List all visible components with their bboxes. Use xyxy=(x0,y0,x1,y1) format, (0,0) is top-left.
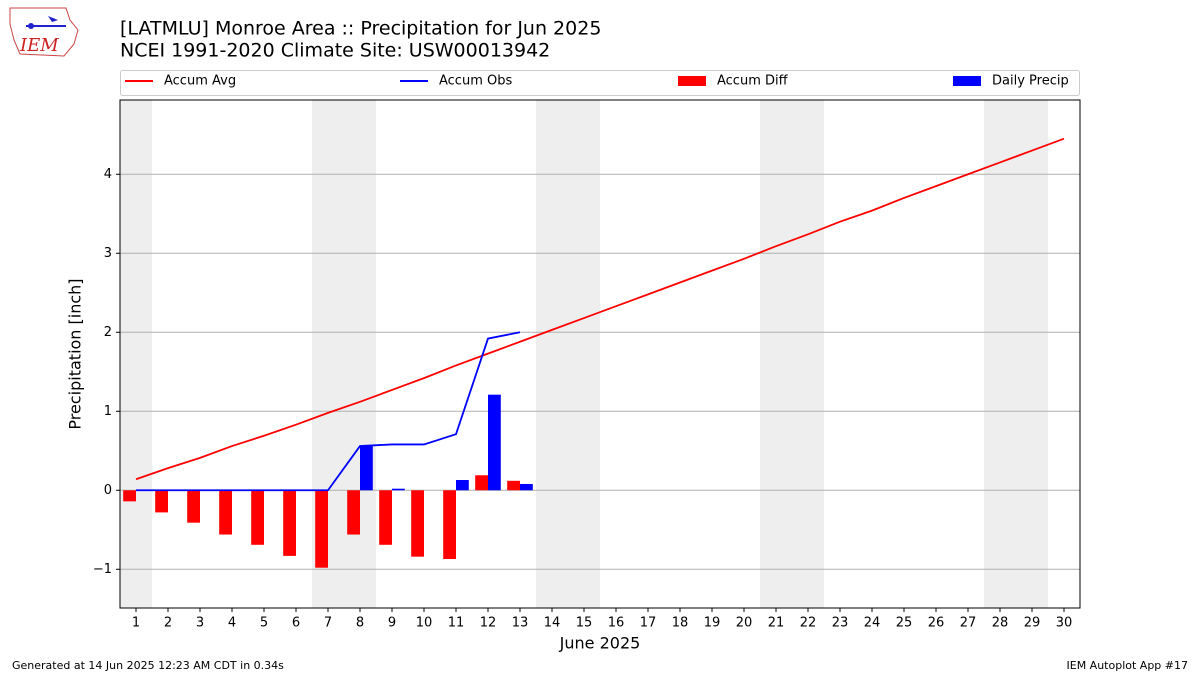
bar xyxy=(520,483,533,491)
x-tick-label: 15 xyxy=(576,616,593,631)
bar xyxy=(475,475,488,491)
logo-text: IEM xyxy=(19,35,59,56)
logo: IEM xyxy=(9,7,79,57)
x-tick-label: 2 xyxy=(164,616,172,631)
footer-right: IEM Autoplot App #17 xyxy=(1067,659,1189,672)
x-tick-label: 11 xyxy=(448,616,465,631)
bar xyxy=(411,490,424,557)
x-tick-label: 25 xyxy=(896,616,913,631)
x-tick-label: 16 xyxy=(608,616,625,631)
y-tick-label: 1 xyxy=(104,404,112,419)
y-tick-label: −1 xyxy=(93,562,112,577)
bar xyxy=(283,490,296,556)
weekend-band xyxy=(120,100,152,608)
y-tick-label: 2 xyxy=(104,325,112,340)
x-tick-label: 18 xyxy=(672,616,689,631)
x-tick-label: 27 xyxy=(960,616,977,631)
line xyxy=(136,331,521,492)
legend-label: Daily Precip xyxy=(992,74,1069,89)
x-tick-label: 24 xyxy=(864,616,881,631)
x-tick-label: 3 xyxy=(196,616,204,631)
y-tick-label: 0 xyxy=(104,483,112,498)
x-axis-label: June 2025 xyxy=(559,634,641,653)
weekend-band xyxy=(984,100,1048,608)
chart-subtitle: NCEI 1991-2020 Climate Site: USW00013942 xyxy=(120,40,550,62)
bar xyxy=(360,446,373,491)
x-tick-label: 4 xyxy=(228,616,236,631)
x-tick-label: 9 xyxy=(388,616,396,631)
bar xyxy=(443,490,456,560)
x-tick-label: 28 xyxy=(992,616,1009,631)
y-tick-label: 4 xyxy=(104,167,112,182)
bar xyxy=(507,480,520,491)
bar xyxy=(347,490,360,535)
bar xyxy=(456,480,469,491)
x-tick-label: 10 xyxy=(416,616,433,631)
bar xyxy=(123,490,136,502)
bar xyxy=(251,490,264,545)
plot-frame xyxy=(119,99,1081,609)
legend-box xyxy=(120,70,1080,96)
x-tick-label: 23 xyxy=(832,616,849,631)
weekend-band xyxy=(536,100,600,608)
x-tick-label: 5 xyxy=(260,616,268,631)
bar xyxy=(155,490,168,513)
x-tick-label: 30 xyxy=(1056,616,1073,631)
chart-title: [LATMLU] Monroe Area :: Precipitation fo… xyxy=(120,18,601,40)
weekend-band xyxy=(760,100,824,608)
footer-left: Generated at 14 Jun 2025 12:23 AM CDT in… xyxy=(12,659,284,672)
legend-swatch xyxy=(678,76,706,86)
x-tick-label: 19 xyxy=(704,616,721,631)
x-tick-label: 26 xyxy=(928,616,945,631)
x-tick-label: 7 xyxy=(324,616,332,631)
x-tick-label: 14 xyxy=(544,616,561,631)
x-tick-label: 13 xyxy=(512,616,529,631)
legend-label: Accum Diff xyxy=(717,74,789,89)
line xyxy=(135,137,1065,481)
x-tick-label: 29 xyxy=(1024,616,1041,631)
x-tick-label: 21 xyxy=(768,616,785,631)
x-tick-label: 20 xyxy=(736,616,753,631)
x-tick-label: 8 xyxy=(356,616,364,631)
y-axis-label: Precipitation [inch] xyxy=(66,278,85,429)
x-tick-label: 1 xyxy=(132,616,140,631)
x-tick-label: 6 xyxy=(292,616,300,631)
x-tick-label: 22 xyxy=(800,616,817,631)
bar xyxy=(392,488,405,491)
legend-label: Accum Avg xyxy=(164,74,236,89)
bar xyxy=(379,490,392,545)
bar xyxy=(315,490,328,568)
bar xyxy=(488,394,501,491)
x-tick-label: 12 xyxy=(480,616,497,631)
legend-swatch xyxy=(953,76,981,86)
legend-label: Accum Obs xyxy=(439,74,512,89)
x-tick-label: 17 xyxy=(640,616,657,631)
y-tick-label: 3 xyxy=(104,246,112,261)
bar xyxy=(219,490,232,535)
bar xyxy=(187,490,200,523)
